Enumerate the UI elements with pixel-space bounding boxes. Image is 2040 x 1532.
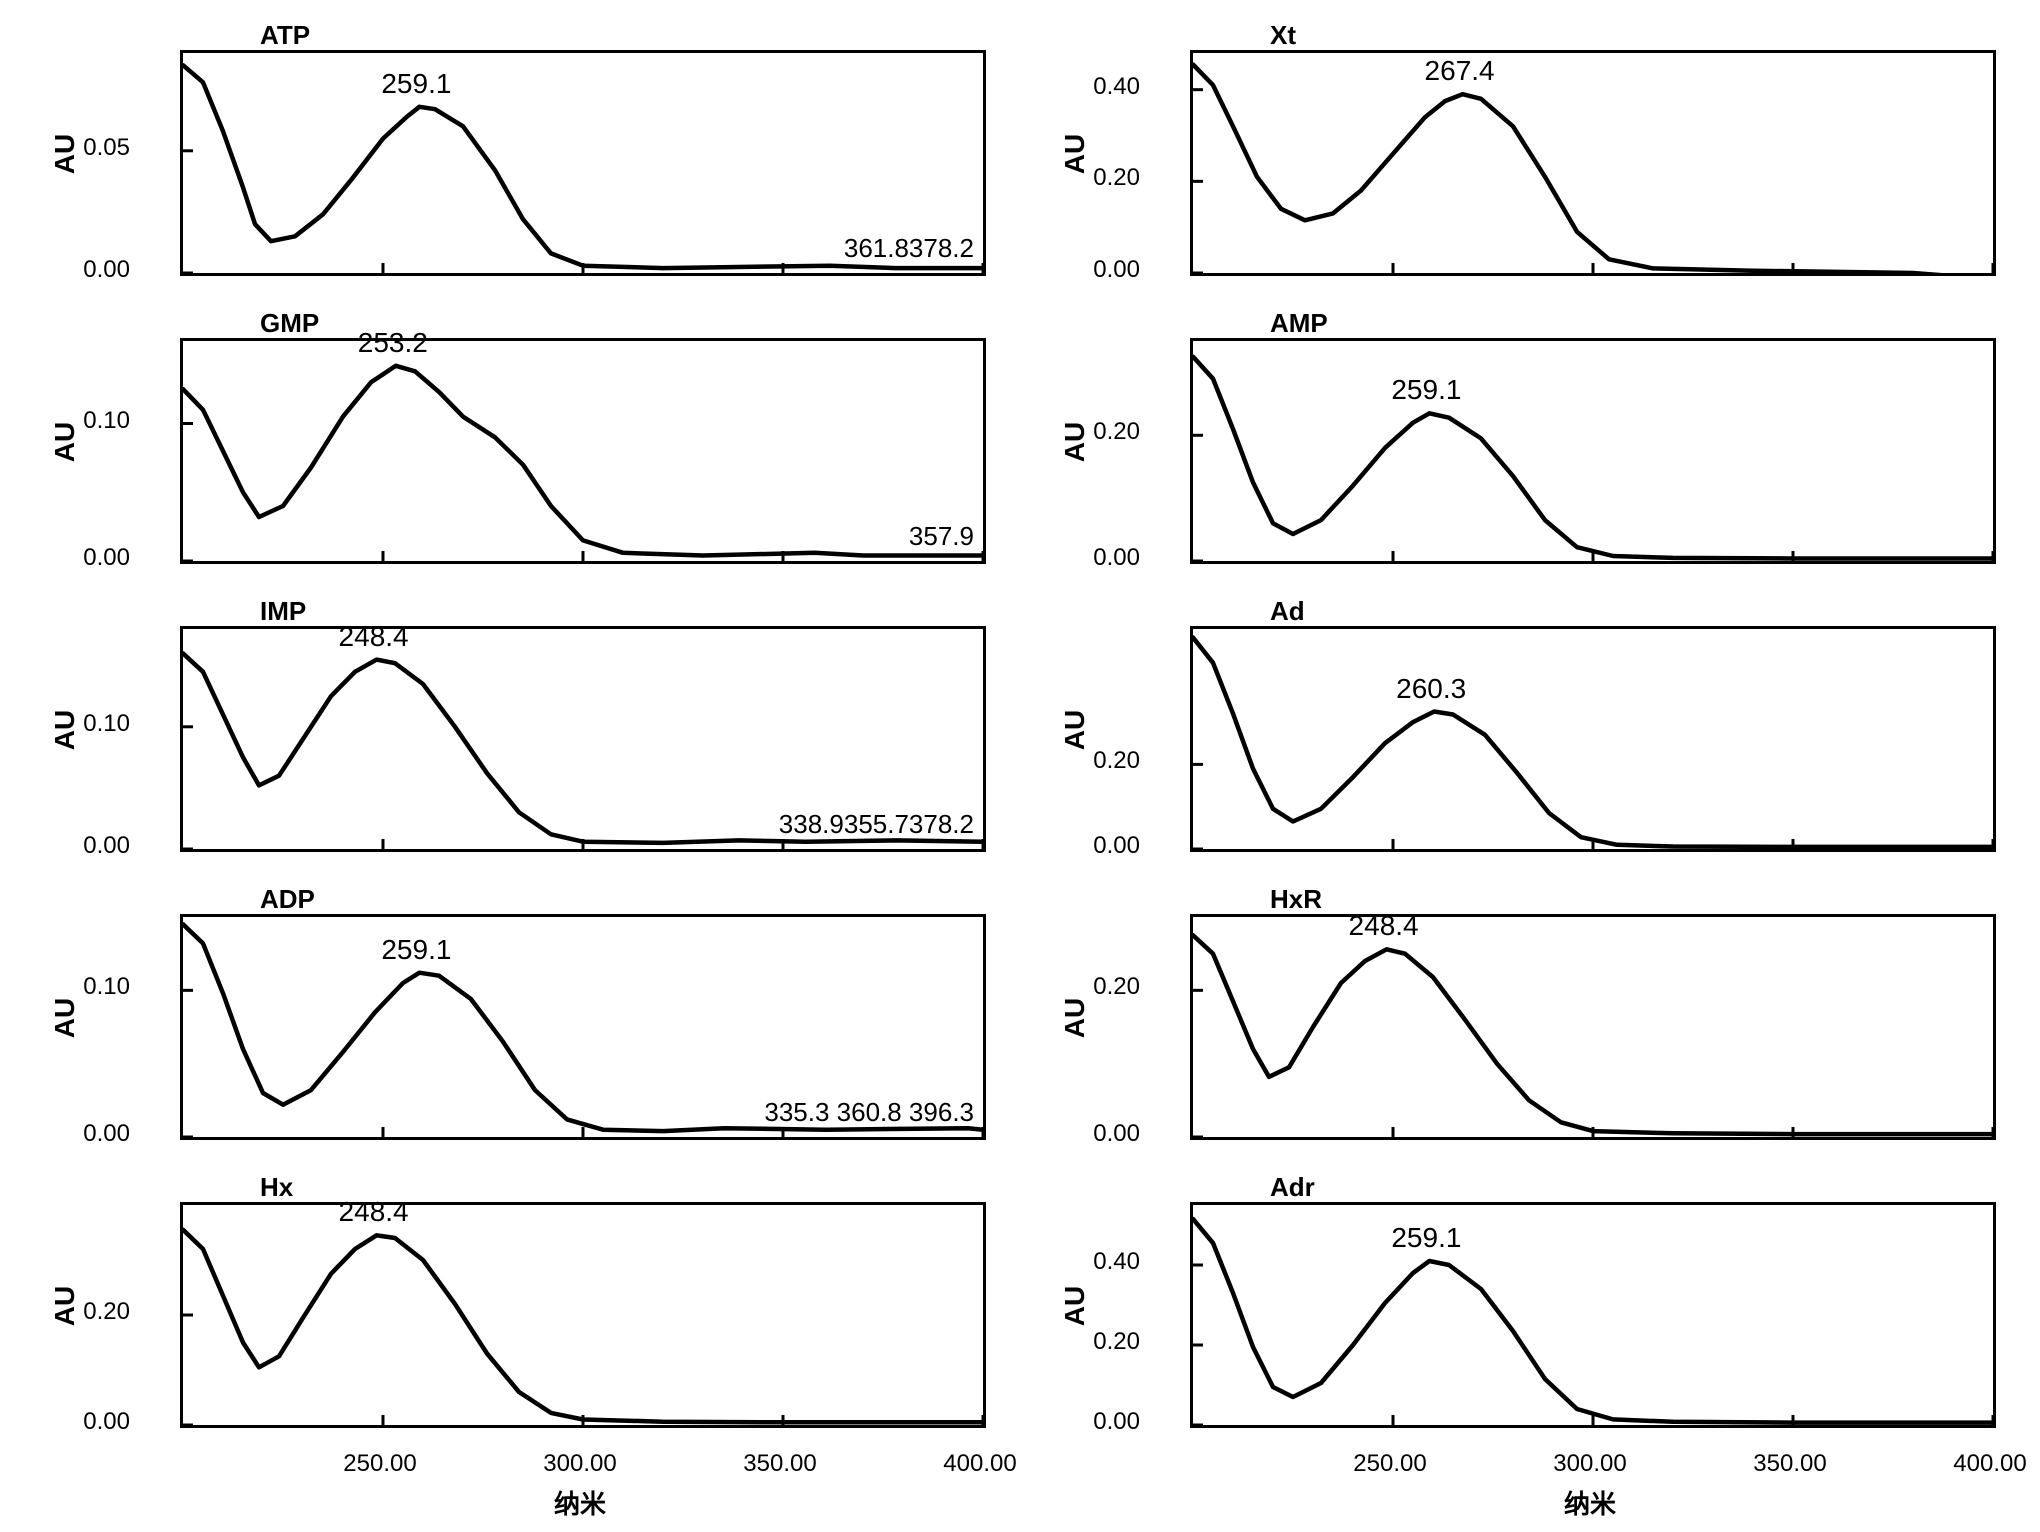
plot-area (1190, 626, 1996, 852)
x-tick-label: 250.00 (1353, 1450, 1426, 1478)
panel-imp: IMPAU0.000.10248.4338.9355.7378.2 (40, 596, 1000, 864)
annotation-label: 357.9 (909, 521, 974, 552)
peak-label: 259.1 (381, 68, 451, 100)
y-tick-label: 0.00 (1020, 256, 1140, 284)
y-tick-label: 0.20 (1020, 973, 1140, 1001)
peak-label: 253.2 (358, 327, 428, 359)
y-tick-label: 0.10 (10, 407, 130, 435)
y-tick-label: 0.05 (10, 134, 130, 162)
x-tick-label: 300.00 (1553, 1450, 1626, 1478)
panel-title: HxR (1270, 884, 1322, 915)
panel-title: GMP (260, 308, 319, 339)
plot-area (1190, 1202, 1996, 1428)
peak-label: 248.4 (339, 621, 409, 653)
y-tick-label: 0.10 (10, 973, 130, 1001)
panel-title: Xt (1270, 20, 1296, 51)
y-tick-label: 0.20 (1020, 418, 1140, 446)
x-axis-label: 纳米 (1564, 1484, 1616, 1532)
peak-label: 259.1 (381, 934, 451, 966)
panel-title: ADP (260, 884, 315, 915)
plot-area (1190, 50, 1996, 276)
x-tick-label: 350.00 (743, 1450, 816, 1478)
plot-area (180, 338, 986, 564)
y-tick-label: 0.10 (10, 710, 130, 738)
panel-title: Ad (1270, 596, 1305, 627)
y-tick-label: 0.00 (10, 832, 130, 860)
peak-label: 260.3 (1396, 673, 1466, 705)
x-tick-label: 300.00 (543, 1450, 616, 1478)
panel-adp: ADPAU0.000.10259.1335.3 360.8 396.3 (40, 884, 1000, 1152)
x-axis: 250.00300.00350.00400.00纳米 (1190, 1442, 1990, 1532)
column-right: XtAU0.000.200.40267.4AMPAU0.000.20259.1A… (1050, 20, 2010, 1460)
y-tick-label: 0.00 (10, 1120, 130, 1148)
panel-adr: AdrAU0.000.200.40259.1 (1050, 1172, 2010, 1440)
y-axis-label: AU (1059, 710, 1091, 750)
plot-area (1190, 338, 1996, 564)
plot-area (1190, 914, 1996, 1140)
y-axis-label: AU (1059, 1286, 1091, 1326)
panel-atp: ATPAU0.000.05259.1361.8378.2 (40, 20, 1000, 288)
y-tick-label: 0.00 (1020, 1120, 1140, 1148)
y-tick-label: 0.20 (1020, 1328, 1140, 1356)
annotation-label: 335.3 360.8 396.3 (764, 1097, 974, 1128)
y-tick-label: 0.00 (1020, 832, 1140, 860)
panel-title: IMP (260, 596, 306, 627)
y-tick-label: 0.00 (1020, 1408, 1140, 1436)
column-left: ATPAU0.000.05259.1361.8378.2GMPAU0.000.1… (40, 20, 1000, 1460)
x-axis: 250.00300.00350.00400.00纳米 (180, 1442, 980, 1532)
panel-title: AMP (1270, 308, 1328, 339)
peak-label: 259.1 (1391, 374, 1461, 406)
y-axis-label: AU (1059, 998, 1091, 1038)
x-tick-label: 250.00 (343, 1450, 416, 1478)
x-tick-label: 400.00 (1953, 1450, 2026, 1478)
peak-label: 259.1 (1391, 1222, 1461, 1254)
panel-hx: HxAU0.000.20248.4 (40, 1172, 1000, 1440)
peak-label: 248.4 (1349, 910, 1419, 942)
panel-gmp: GMPAU0.000.10253.2357.9 (40, 308, 1000, 576)
y-tick-label: 0.40 (1020, 73, 1140, 101)
peak-label: 248.4 (339, 1196, 409, 1228)
annotation-label: 338.9355.7378.2 (779, 809, 974, 840)
y-tick-label: 0.40 (1020, 1248, 1140, 1276)
y-tick-label: 0.20 (1020, 747, 1140, 775)
panel-title: Hx (260, 1172, 293, 1203)
panel-xt: XtAU0.000.200.40267.4 (1050, 20, 2010, 288)
panel-ad: AdAU0.000.20260.3 (1050, 596, 2010, 864)
panel-title: ATP (260, 20, 310, 51)
y-tick-label: 0.20 (1020, 164, 1140, 192)
panel-amp: AMPAU0.000.20259.1 (1050, 308, 2010, 576)
plot-area (180, 1202, 986, 1428)
annotation-label: 361.8378.2 (844, 233, 974, 264)
x-axis-label: 纳米 (554, 1484, 606, 1532)
y-tick-label: 0.00 (10, 1408, 130, 1436)
y-tick-label: 0.00 (1020, 544, 1140, 572)
x-tick-label: 350.00 (1753, 1450, 1826, 1478)
x-tick-label: 400.00 (943, 1450, 1016, 1478)
peak-label: 267.4 (1425, 55, 1495, 87)
y-tick-label: 0.20 (10, 1298, 130, 1326)
y-tick-label: 0.00 (10, 544, 130, 572)
panel-title: Adr (1270, 1172, 1315, 1203)
y-axis-label: AU (49, 998, 81, 1038)
y-tick-label: 0.00 (10, 256, 130, 284)
panel-hxr: HxRAU0.000.20248.4 (1050, 884, 2010, 1152)
